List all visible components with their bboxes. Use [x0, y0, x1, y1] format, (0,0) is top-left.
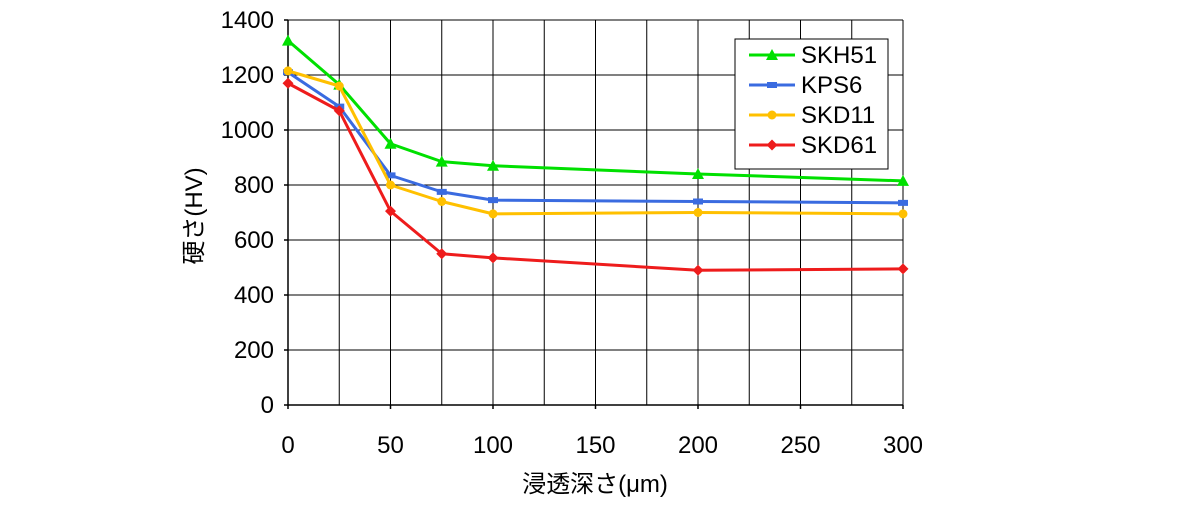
- y-tick-label: 1200: [221, 62, 274, 89]
- legend: SKH51 KPS6 SKD11 SKD61: [734, 38, 889, 170]
- x-tick-label: 250: [780, 432, 820, 459]
- data-point: [897, 174, 909, 186]
- data-point: [488, 197, 498, 204]
- axis-layer: 0 200 400 600 800 1000 1200 1400 0 50 100 150 200 250…: [221, 7, 923, 459]
- y-tick-label: 1000: [221, 117, 274, 144]
- legend-swatch-marker: [766, 49, 778, 60]
- legend-label: SKD11: [801, 102, 875, 129]
- data-point: [282, 34, 294, 46]
- data-point: [334, 81, 344, 91]
- y-tick-label: 600: [234, 227, 274, 254]
- legend-item-skh51: SKH51: [749, 42, 877, 69]
- data-point: [692, 264, 704, 276]
- x-tick-label: 0: [281, 432, 294, 459]
- x-tick-label: 50: [377, 432, 404, 459]
- data-point: [437, 197, 447, 206]
- legend-label: SKH51: [801, 42, 877, 69]
- x-tick-label: 300: [883, 432, 923, 459]
- data-point: [384, 137, 397, 149]
- data-point: [333, 105, 345, 117]
- legend-item-kps6: KPS6: [749, 72, 862, 99]
- y-tick-label: 0: [261, 392, 274, 419]
- data-point: [488, 209, 498, 219]
- x-axis-title: 浸透深さ(μm): [522, 471, 668, 498]
- legend-item-skd61: SKD61: [749, 132, 877, 159]
- data-point: [385, 205, 396, 217]
- data-point: [487, 159, 499, 171]
- data-point: [898, 199, 908, 206]
- legend-swatch-marker: [766, 139, 778, 151]
- legend-label: KPS6: [801, 72, 862, 99]
- x-tick-label: 200: [678, 432, 718, 459]
- data-point: [897, 263, 909, 275]
- series-skd61: [282, 77, 909, 276]
- legend-label: SKD61: [801, 132, 877, 159]
- legend-swatch-marker: [767, 82, 777, 88]
- legend-item-skd11: SKD11: [749, 102, 875, 129]
- series-skd11: [283, 66, 908, 219]
- data-point: [283, 66, 293, 76]
- data-point: [385, 172, 396, 179]
- data-point: [487, 252, 499, 264]
- data-point: [386, 180, 395, 190]
- y-tick-label: 1400: [221, 7, 274, 34]
- y-tick-label: 800: [234, 172, 274, 199]
- data-point: [693, 198, 703, 205]
- data-point: [282, 77, 294, 89]
- data-point: [692, 168, 704, 179]
- y-tick-label: 400: [234, 282, 274, 309]
- y-axis-title: 硬さ(HV): [181, 167, 208, 264]
- data-point: [693, 208, 703, 217]
- data-point: [436, 188, 447, 195]
- x-tick-label: 150: [575, 432, 615, 459]
- legend-box: [734, 38, 889, 170]
- data-point: [436, 248, 448, 260]
- series-layer: [282, 34, 909, 276]
- data-point: [898, 209, 908, 219]
- x-tick-label: 100: [473, 432, 513, 459]
- y-tick-label: 200: [234, 337, 274, 364]
- data-point: [435, 155, 448, 167]
- legend-swatch-marker: [767, 110, 777, 120]
